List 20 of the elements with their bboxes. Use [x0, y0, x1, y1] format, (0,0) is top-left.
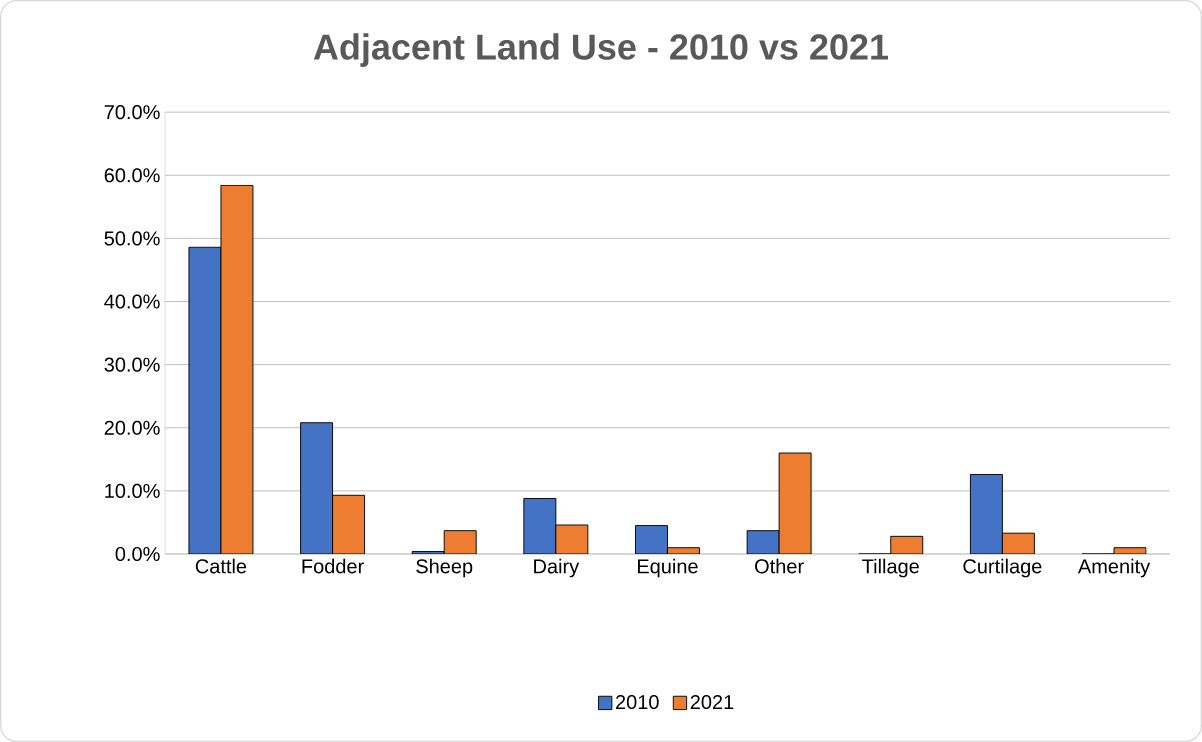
y-tick-label: 0.0% — [115, 546, 160, 562]
legend-label: 2021 — [690, 694, 734, 710]
x-tick-label: Other — [755, 558, 804, 574]
x-tick-label: Cattle — [195, 558, 247, 574]
x-tick-label: Amenity — [1077, 558, 1151, 578]
legend-label: 2010 — [616, 694, 659, 710]
x-tick-label: Fodder — [302, 558, 364, 574]
y-tick-label: 50.0% — [104, 231, 160, 246]
x-tick-label: Equine — [637, 558, 698, 578]
y-tick-label: 20.0% — [104, 420, 160, 435]
x-tick-label: Sheep — [416, 558, 473, 578]
x-tick-label: Curtilage — [963, 558, 1042, 578]
y-tick-label: 70.0% — [104, 105, 160, 120]
y-tick-label: 10.0% — [105, 483, 160, 498]
chart-title: Adjacent Land Use - 2010 vs 2021 — [313, 33, 889, 67]
y-tick-label: 30.0% — [104, 357, 160, 372]
y-tick-label: 40.0% — [104, 294, 160, 309]
x-tick-label: Tillage — [862, 558, 919, 578]
y-tick-label: 60.0% — [104, 168, 160, 183]
x-tick-label: Dairy — [534, 558, 580, 578]
